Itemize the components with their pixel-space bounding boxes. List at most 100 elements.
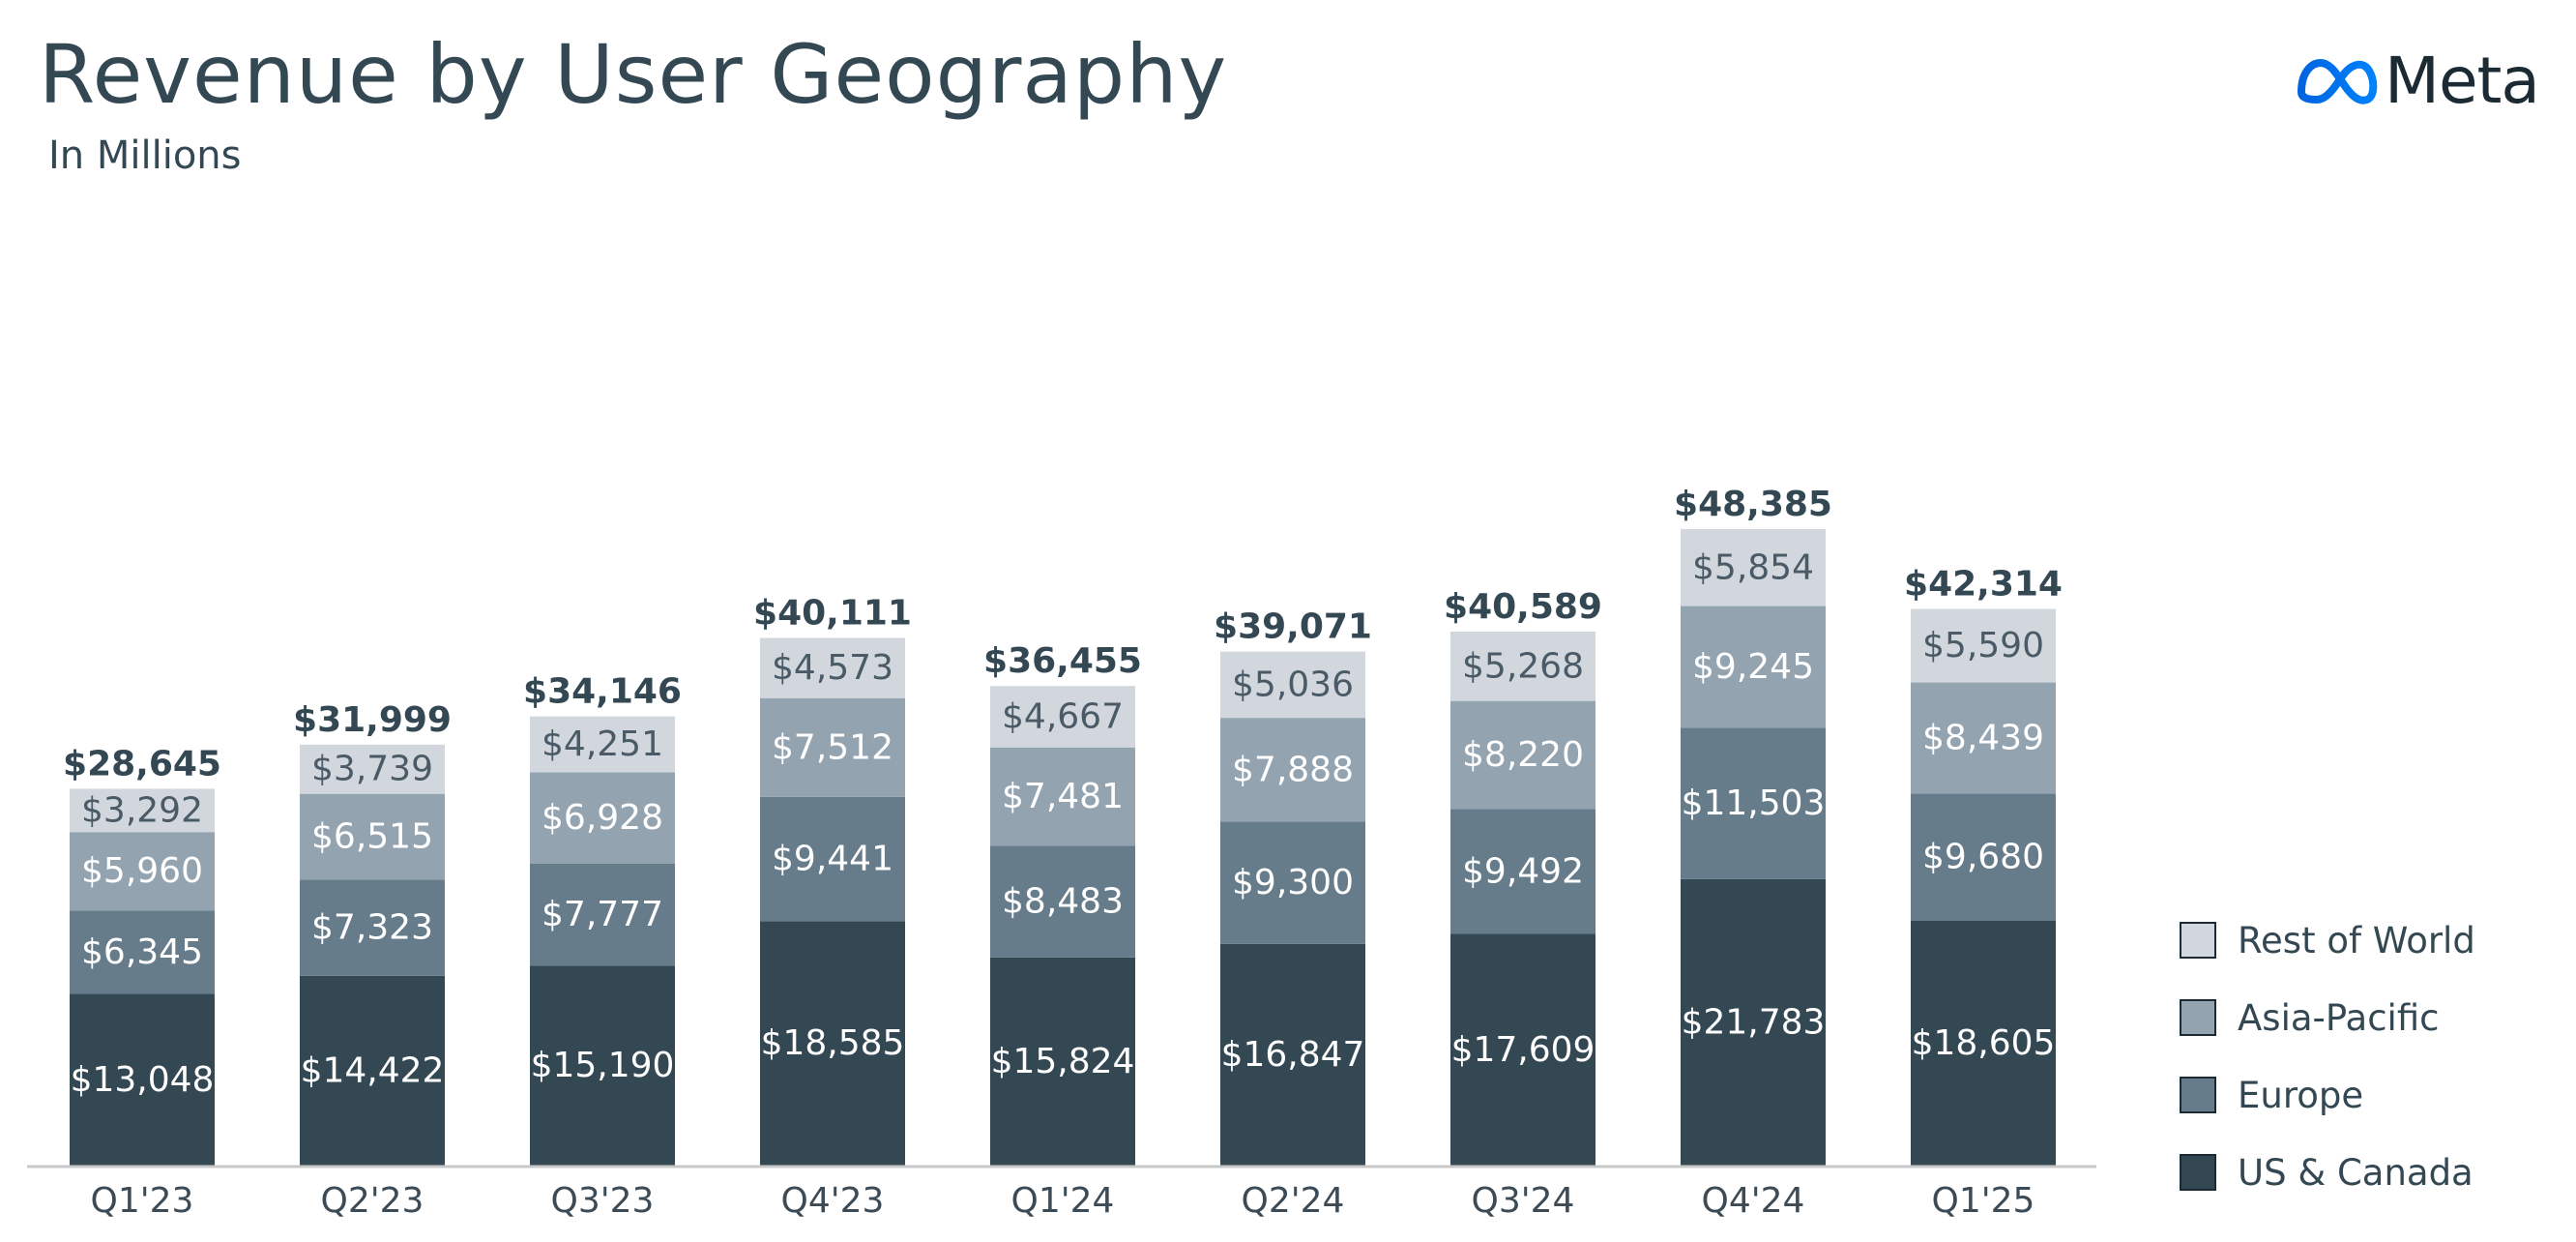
bar-segment-us-canada-q324 [1450, 933, 1595, 1166]
x-tick-label-q323: Q3'23 [551, 1181, 655, 1221]
data-label-rest-of-world-q123: $3,292 [81, 790, 203, 830]
bar-segment-asia-pacific-q125 [1911, 682, 2056, 794]
x-tick-label-q124: Q1'24 [1011, 1181, 1115, 1221]
bar-segment-asia-pacific-q324 [1450, 700, 1595, 810]
data-label-rest-of-world-q423: $4,573 [772, 648, 893, 688]
bar-segment-us-canada-q224 [1220, 943, 1365, 1166]
bar-segment-europe-q424 [1681, 727, 1826, 879]
bar-segment-europe-q323 [530, 863, 675, 966]
bar-segment-rest-of-world-q123 [70, 788, 215, 833]
bar-segment-rest-of-world-q423 [760, 637, 905, 698]
data-label-rest-of-world-q424: $5,854 [1692, 547, 1814, 587]
total-label-q324: $40,589 [1444, 587, 1602, 627]
legend-item-asia-pacific: Asia-Pacific [2180, 979, 2475, 1056]
bar-segment-us-canada-q424 [1681, 878, 1826, 1166]
data-label-us-canada-q423: $18,585 [761, 1023, 905, 1063]
bar-segment-asia-pacific-q323 [530, 772, 675, 864]
data-label-us-canada-q124: $15,824 [991, 1042, 1135, 1081]
chart-title: Revenue by User Geography [39, 27, 1228, 122]
bar-segment-rest-of-world-q125 [1911, 608, 2056, 683]
bar-segment-asia-pacific-q223 [300, 793, 445, 880]
data-label-us-canada-q224: $16,847 [1221, 1035, 1365, 1075]
meta-logo: Meta [2294, 44, 2540, 118]
data-label-rest-of-world-q124: $4,667 [1002, 696, 1124, 736]
total-label-q223: $31,999 [293, 700, 452, 740]
meta-infinity-icon [2298, 59, 2378, 104]
x-tick-label-q423: Q4'23 [781, 1181, 885, 1221]
bar-segment-us-canada-q124 [990, 957, 1135, 1166]
legend-swatch-europe [2180, 1077, 2216, 1113]
data-label-asia-pacific-q125: $8,439 [1922, 718, 2044, 757]
data-label-asia-pacific-q424: $9,245 [1692, 647, 1814, 687]
bar-segment-europe-q124 [990, 845, 1135, 958]
legend-swatch-us-canada [2180, 1154, 2216, 1191]
legend-label-rest-of-world: Rest of World [2238, 919, 2475, 961]
data-label-asia-pacific-q323: $6,928 [542, 798, 663, 838]
data-label-europe-q324: $9,492 [1462, 851, 1584, 891]
data-label-asia-pacific-q124: $7,481 [1002, 777, 1124, 816]
bar-segment-us-canada-q123 [70, 993, 215, 1166]
bar-segment-asia-pacific-q424 [1681, 606, 1826, 728]
data-label-europe-q125: $9,680 [1922, 838, 2044, 877]
data-label-europe-q123: $6,345 [81, 932, 203, 972]
legend-item-rest-of-world: Rest of World [2180, 902, 2475, 979]
bar-segment-asia-pacific-q224 [1220, 718, 1365, 822]
bar-segment-rest-of-world-q424 [1681, 528, 1826, 606]
bar-segment-asia-pacific-q123 [70, 832, 215, 911]
total-label-q124: $36,455 [983, 641, 1142, 681]
bar-segment-rest-of-world-q324 [1450, 631, 1595, 701]
bar-segment-europe-q224 [1220, 821, 1365, 944]
data-label-rest-of-world-q323: $4,251 [542, 724, 663, 764]
data-label-asia-pacific-q223: $6,515 [311, 816, 433, 856]
x-tick-label-q424: Q4'24 [1702, 1181, 1805, 1221]
total-label-q423: $40,111 [753, 593, 912, 633]
bar-segment-us-canada-q323 [530, 965, 675, 1166]
legend-label-asia-pacific: Asia-Pacific [2238, 996, 2440, 1039]
data-label-asia-pacific-q224: $7,888 [1232, 750, 1354, 789]
x-tick-label-q324: Q3'24 [1472, 1181, 1575, 1221]
data-label-europe-q223: $7,323 [311, 908, 433, 948]
data-label-rest-of-world-q224: $5,036 [1232, 665, 1354, 704]
data-label-europe-q323: $7,777 [542, 895, 663, 934]
x-tick-label-q224: Q2'24 [1242, 1181, 1345, 1221]
chart-subtitle: In Millions [48, 133, 242, 178]
total-label-q125: $42,314 [1904, 565, 2063, 605]
bar-segment-europe-q125 [1911, 793, 2056, 921]
legend-label-europe: Europe [2238, 1074, 2364, 1116]
data-label-us-canada-q323: $15,190 [531, 1046, 675, 1085]
meta-logo-text: Meta [2385, 43, 2540, 118]
data-label-us-canada-q125: $18,605 [1912, 1023, 2056, 1063]
legend-swatch-asia-pacific [2180, 999, 2216, 1036]
total-label-q323: $34,146 [523, 672, 682, 712]
data-label-rest-of-world-q223: $3,739 [311, 750, 433, 789]
x-tick-label-q123: Q1'23 [91, 1181, 194, 1221]
chart-legend: Rest of World Asia-Pacific Europe US & C… [2180, 902, 2475, 1211]
data-label-us-canada-q324: $17,609 [1451, 1030, 1595, 1070]
data-label-us-canada-q223: $14,422 [301, 1050, 445, 1090]
legend-label-us-canada: US & Canada [2238, 1151, 2474, 1194]
bar-segment-us-canada-q125 [1911, 920, 2056, 1166]
data-label-rest-of-world-q125: $5,590 [1922, 626, 2044, 665]
bar-segment-us-canada-q223 [300, 975, 445, 1166]
data-label-asia-pacific-q423: $7,512 [772, 727, 893, 767]
total-label-q224: $39,071 [1214, 607, 1372, 647]
data-label-rest-of-world-q324: $5,268 [1462, 646, 1584, 686]
bar-segment-rest-of-world-q224 [1220, 651, 1365, 719]
total-label-q424: $48,385 [1674, 485, 1832, 524]
bar-segment-europe-q324 [1450, 809, 1595, 934]
data-label-europe-q424: $11,503 [1682, 784, 1826, 823]
bar-segment-asia-pacific-q124 [990, 747, 1135, 846]
x-tick-label-q125: Q1'25 [1932, 1181, 2035, 1221]
x-tick-label-q223: Q2'23 [321, 1181, 424, 1221]
legend-item-us-canada: US & Canada [2180, 1134, 2475, 1211]
bar-segment-rest-of-world-q124 [990, 686, 1135, 748]
bar-segment-europe-q423 [760, 796, 905, 922]
data-label-europe-q224: $9,300 [1232, 863, 1354, 902]
total-label-q123: $28,645 [63, 744, 221, 784]
bar-segment-rest-of-world-q223 [300, 744, 445, 794]
bar-segment-europe-q223 [300, 879, 445, 976]
data-label-asia-pacific-q123: $5,960 [81, 851, 203, 891]
bar-segment-us-canada-q423 [760, 921, 905, 1166]
data-label-us-canada-q123: $13,048 [71, 1060, 215, 1100]
